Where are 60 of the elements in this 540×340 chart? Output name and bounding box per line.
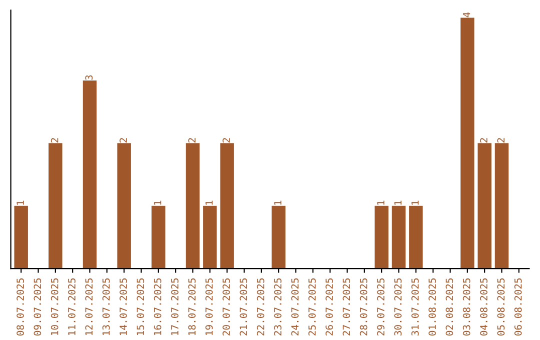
bar (203, 206, 217, 269)
x-tick-label: 11.07.2025 (68, 278, 76, 335)
data-label: 4 (463, 12, 470, 18)
data-label: 2 (480, 138, 488, 142)
data-label: 1 (154, 200, 162, 205)
x-tick-label: 22.07.2025 (256, 278, 264, 336)
data-label: 2 (50, 138, 58, 142)
x-tick-label: 04.08.2025 (480, 278, 488, 336)
x-tick-label: 18.07.2025 (188, 278, 196, 335)
x-tick-label: 03.08.2025 (462, 278, 470, 336)
x-tick-label: 26.07.2025 (326, 278, 333, 336)
x-tick-label: 31.07.2025 (411, 278, 419, 336)
x-tick-label: 02.08.2025 (446, 278, 454, 336)
data-label: 1 (394, 200, 402, 205)
x-tick-label: 28.07.2025 (360, 278, 368, 336)
bar (409, 206, 423, 269)
bar (478, 143, 492, 269)
bar (220, 143, 234, 269)
x-tick-label: 08.07.2025 (16, 278, 24, 336)
data-label: 1 (274, 200, 282, 205)
x-tick-label: 23.07.2025 (274, 278, 282, 336)
bar (392, 206, 406, 269)
data-label: 1 (206, 200, 213, 205)
x-tick-label: 01.08.2025 (428, 278, 436, 336)
x-tick-label: 12.07.2025 (85, 278, 93, 335)
data-label: 1 (16, 200, 24, 205)
x-tick-label: 16.07.2025 (154, 278, 162, 335)
data-label: 1 (412, 200, 419, 205)
bar (117, 143, 131, 269)
data-label: 1 (377, 200, 384, 205)
data-label: 2 (497, 138, 504, 142)
x-tick-label: 19.07.2025 (205, 278, 213, 335)
x-tick-label: 17.07.2025 (171, 278, 178, 335)
x-tick-label: 27.07.2025 (342, 278, 350, 336)
x-tick-label: 09.07.2025 (34, 278, 42, 336)
x-tick-label: 30.07.2025 (394, 278, 402, 336)
x-tick-label: 10.07.2025 (50, 278, 58, 335)
bar (374, 206, 388, 269)
data-label: 3 (85, 75, 93, 80)
x-tick-label: 06.08.2025 (514, 278, 522, 336)
x-tick-label: 05.08.2025 (497, 278, 505, 336)
data-label: 2 (188, 138, 196, 142)
bar (186, 143, 200, 269)
bar (152, 206, 166, 269)
x-tick-label: 15.07.2025 (136, 278, 144, 335)
bar (272, 206, 286, 269)
bar (48, 143, 62, 269)
x-tick-label: 20.07.2025 (222, 278, 230, 336)
x-tick-label: 21.07.2025 (240, 278, 248, 336)
x-tick-label: 25.07.2025 (308, 278, 316, 336)
x-tick-label: 24.07.2025 (291, 278, 299, 336)
bar (82, 80, 97, 269)
bar (460, 18, 474, 269)
data-label: 2 (222, 138, 230, 142)
bar (494, 143, 509, 269)
x-tick-label: 29.07.2025 (377, 278, 384, 336)
bar (14, 206, 28, 269)
x-tick-label: 13.07.2025 (102, 278, 110, 335)
data-label: 2 (120, 138, 127, 142)
x-tick-label: 14.07.2025 (120, 278, 127, 335)
